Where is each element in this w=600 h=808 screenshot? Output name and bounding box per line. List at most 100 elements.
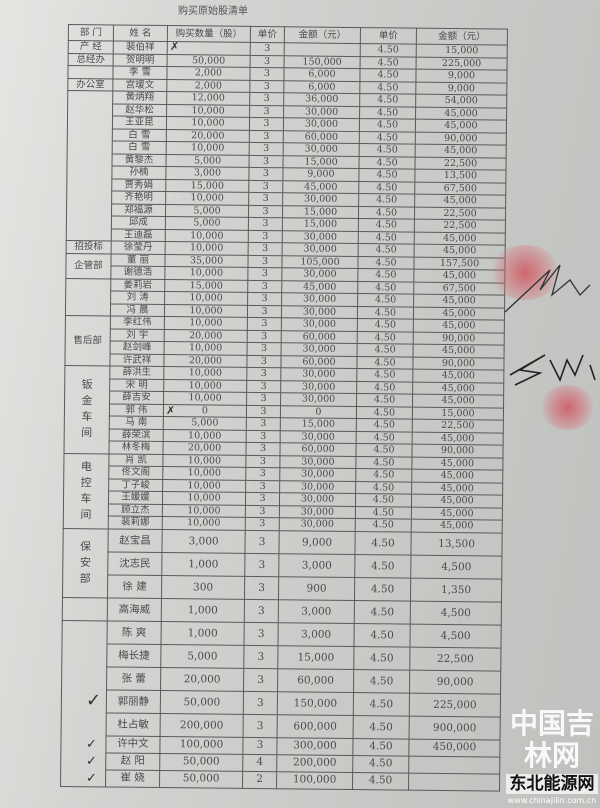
unit-price-cell: 3 (243, 713, 278, 738)
name-cell: 赵剑峰 (110, 340, 165, 355)
name-cell: 贺明明 (113, 53, 168, 67)
unit-price-cell: 3 (248, 229, 283, 243)
amount-cell: 9,000 (278, 530, 356, 555)
unit-price-cell: 3 (246, 429, 281, 443)
table-row: 崔 娆 50,000 2 100,000 4.50 (61, 769, 500, 791)
amount-cell: 45,000 (412, 369, 504, 383)
department-cell: 招投标 (66, 240, 112, 254)
unit-price-cell: 4.50 (358, 193, 415, 207)
name-cell: 徐莹丹 (111, 240, 166, 255)
department-label: 办公室 (76, 78, 105, 91)
amount-cell: 90,000 (415, 131, 507, 146)
amount-cell: 90,000 (411, 444, 504, 458)
unit-price-cell: 3 (250, 54, 285, 68)
amount-cell (408, 755, 500, 774)
name-cell: 马 南 (109, 415, 164, 430)
amount-cell: 54,000 (415, 94, 507, 108)
unit-price-cell: 4.50 (357, 268, 414, 282)
amount-cell: 450,000 (408, 738, 501, 757)
unit-price-cell: 3 (248, 192, 283, 206)
amount-cell: 15,000 (277, 645, 355, 670)
unit-price-cell: 3 (247, 342, 282, 356)
amount-cell: 15,000 (282, 205, 359, 219)
unit-price-cell: 3 (249, 92, 284, 106)
amount-cell: 300,000 (276, 737, 354, 756)
quantity-cell (167, 41, 251, 55)
unit-price-cell: 4.50 (357, 306, 414, 320)
cross-mark: ✗ (170, 40, 180, 53)
quantity-cell: 10,000 (165, 191, 249, 205)
name-cell: 薛洪生 (109, 365, 164, 380)
name-cell: 齐艳明 (111, 190, 166, 205)
unit-price-cell: 3 (248, 179, 283, 193)
amount-cell: 45,000 (412, 431, 504, 446)
quantity-cell: 10,000 (162, 516, 246, 530)
department-cell: 总经办 (68, 53, 114, 66)
name-cell: 刘 宇 (110, 328, 165, 342)
unit-price-cell: 4.50 (357, 318, 414, 332)
amount-cell: 15,000 (283, 155, 360, 169)
amount-cell: 45,000 (414, 244, 506, 258)
quantity-cell: 20,000 (163, 354, 248, 368)
department-cell: 办公室 (67, 78, 113, 91)
name-cell: 佟文阁 (108, 465, 163, 480)
document-title: 购买原始股清单 (178, 6, 248, 17)
check-mark: ✓ (86, 754, 97, 769)
name-cell: 李红伟 (110, 315, 165, 330)
amount-cell: 45,000 (411, 506, 503, 521)
amount-cell: 30,000 (279, 505, 356, 519)
name-cell: 孙楠 (111, 165, 167, 180)
unit-price-cell: 4.50 (355, 493, 412, 507)
amount-cell: 30,000 (281, 305, 358, 319)
name-cell: 郑福源 (111, 203, 166, 217)
amount-cell: 45,000 (411, 494, 503, 508)
name-cell: 贾秀娟 (111, 178, 166, 192)
amount-cell: 45,000 (415, 144, 507, 158)
amount-cell: 30,000 (282, 230, 359, 244)
amount-cell: 45,000 (412, 381, 504, 396)
amount-cell: 22,500 (412, 419, 504, 433)
amount-cell: 3,000 (278, 622, 355, 647)
unit-price-cell: 4.50 (356, 393, 413, 407)
unit-price-cell: 3 (244, 529, 280, 554)
amount-cell: 22,500 (414, 206, 506, 221)
department-label: 售后部 (73, 335, 102, 347)
unit-price-cell: 4.50 (359, 68, 417, 82)
name-cell: 许武祥 (109, 353, 165, 367)
unit-price-cell: 4.50 (354, 600, 411, 624)
department-cell: 企管部 (65, 252, 112, 279)
name-cell: 董 丽 (110, 253, 166, 267)
unit-price-cell: 4.50 (355, 456, 412, 470)
quantity-cell: 20,000 (166, 129, 250, 143)
quantity-cell: 20,000 (160, 667, 244, 691)
amount-cell: 45,000 (413, 306, 505, 321)
name-cell: 徐 建 (107, 574, 162, 599)
quantity-cell: 10,000 (162, 504, 246, 518)
unit-price-cell: 4.50 (354, 623, 411, 647)
name-cell: 赵 阳 (105, 752, 160, 771)
unit-price-cell: 3 (245, 479, 280, 493)
unit-price-cell: 4.50 (357, 343, 414, 357)
quantity-cell: 10,000 (166, 104, 250, 118)
cross-mark: ✗ (166, 404, 176, 417)
department-cell (66, 90, 113, 241)
amount-cell: 9,000 (415, 69, 508, 83)
quantity-cell: 10,000 (164, 341, 248, 355)
department-cell: 电控车间 (63, 452, 110, 529)
unit-price-cell: 3 (244, 575, 279, 600)
name-cell: 刘 涛 (110, 290, 165, 305)
unit-price-cell: 3 (247, 317, 282, 331)
unit-price-cell: 3 (248, 242, 283, 256)
unit-price-cell: 4.50 (360, 43, 417, 57)
department-cell (67, 65, 114, 79)
unit-price-cell: 3 (247, 279, 282, 293)
amount-cell: 100,000 (276, 771, 353, 790)
amount-cell: 30,000 (281, 292, 358, 307)
quantity-cell: 50,000 (167, 54, 251, 68)
amount-cell: 45,000 (414, 231, 506, 246)
name-cell: 张 蕾 (106, 666, 161, 691)
amount-cell: 9,000 (282, 167, 360, 182)
unit-price-cell: 4.50 (358, 181, 415, 195)
column-header: 单价 (250, 26, 285, 43)
amount-cell: 45,000 (281, 280, 358, 294)
